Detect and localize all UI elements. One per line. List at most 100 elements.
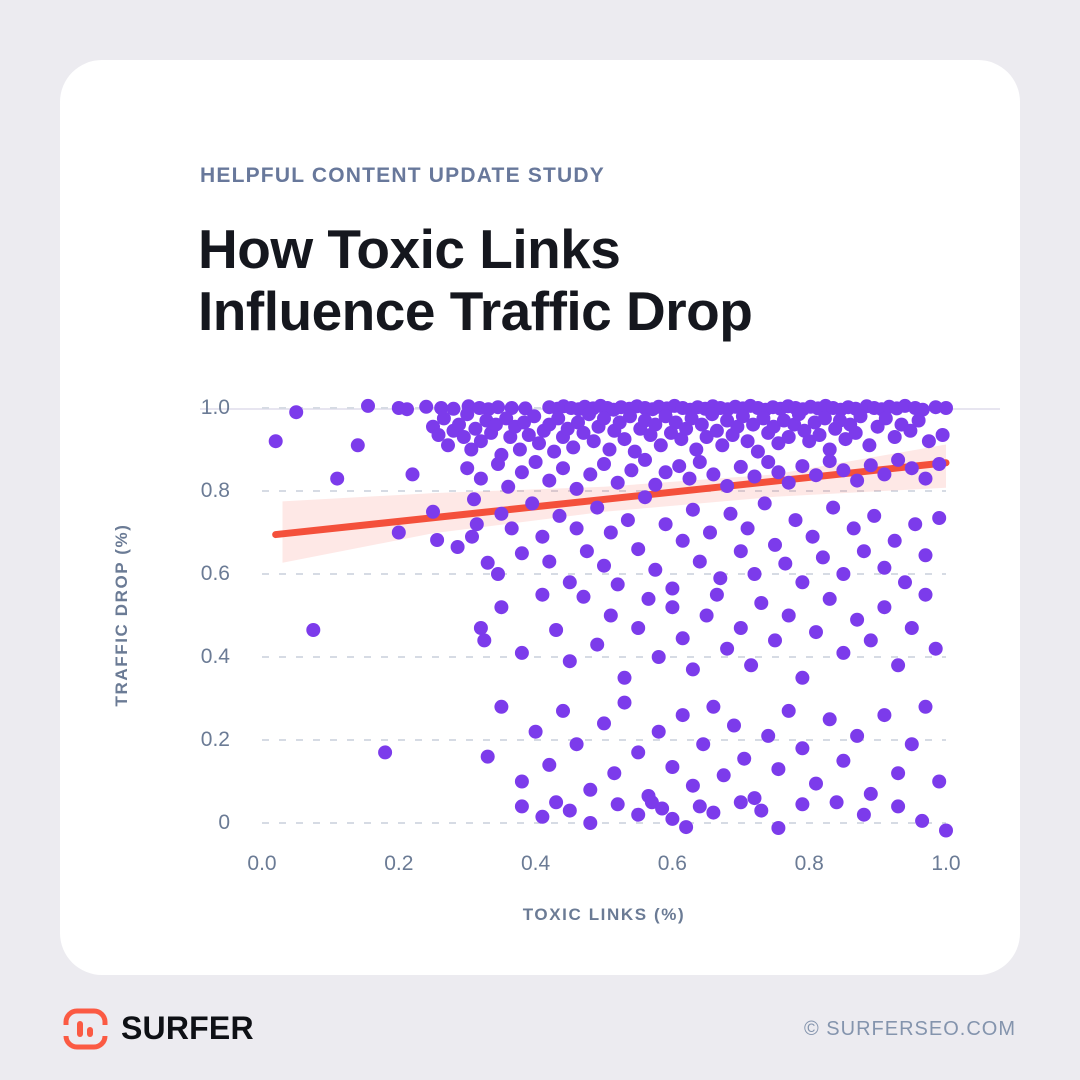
y-axis-title: TRAFFIC DROP (%) (112, 523, 131, 707)
scatter-points (268, 398, 953, 838)
data-point (692, 554, 707, 569)
data-point (464, 442, 479, 457)
data-point (468, 421, 483, 436)
data-point (812, 428, 827, 442)
data-point (576, 425, 591, 440)
data-point (720, 479, 735, 493)
data-point (583, 782, 598, 797)
data-point (501, 479, 516, 494)
data-point (802, 434, 817, 449)
data-point (747, 469, 762, 484)
data-point (740, 434, 755, 449)
data-point (932, 457, 947, 471)
data-point (856, 807, 871, 822)
data-point (460, 461, 475, 476)
data-point (638, 490, 652, 505)
data-point (268, 434, 283, 449)
data-point (441, 438, 455, 453)
data-point (612, 415, 627, 430)
data-point (836, 567, 851, 581)
data-point (494, 699, 509, 714)
data-point (566, 440, 581, 455)
data-point (391, 525, 406, 540)
data-point (583, 816, 598, 830)
data-point (552, 508, 567, 523)
data-point (809, 468, 823, 483)
data-point (932, 774, 947, 789)
data-point (542, 473, 557, 488)
data-point (740, 521, 755, 536)
data-point (525, 496, 540, 511)
data-point (735, 409, 750, 424)
data-point (689, 442, 704, 457)
data-point (675, 708, 690, 723)
data-point (939, 401, 953, 415)
data-point (603, 608, 618, 623)
data-point (694, 417, 709, 432)
data-point (903, 423, 918, 438)
data-point (856, 544, 871, 559)
data-point (504, 521, 519, 536)
x-tick-label: 0.6 (657, 852, 687, 875)
data-point (730, 419, 745, 434)
data-point (597, 558, 611, 573)
data-point (887, 533, 902, 548)
scatter-chart (262, 398, 953, 838)
data-point (400, 402, 414, 417)
data-point (597, 457, 611, 471)
data-point (350, 438, 365, 453)
data-point (597, 716, 611, 731)
data-point (904, 737, 919, 752)
data-point (788, 513, 803, 528)
data-point (431, 428, 446, 442)
data-point (675, 533, 690, 548)
data-point (571, 415, 585, 430)
data-point (737, 751, 752, 766)
data-point (915, 402, 930, 417)
data-point (911, 413, 926, 428)
data-point (528, 724, 543, 739)
data-point (838, 432, 853, 447)
data-point (576, 589, 591, 604)
data-point (795, 670, 810, 685)
data-point (514, 465, 529, 480)
y-tick-label: 0.2 (200, 728, 230, 751)
data-point (477, 633, 492, 648)
data-point (822, 591, 837, 606)
data-point (631, 542, 646, 557)
data-point (918, 699, 933, 714)
data-point (744, 658, 759, 673)
data-point (850, 728, 865, 743)
data-point (908, 517, 923, 532)
data-point (467, 492, 481, 507)
y-tick-label: 0 (218, 811, 230, 834)
copyright-text: © SURFERSEO.COM (804, 1018, 1016, 1040)
data-point (617, 670, 632, 685)
data-point (658, 517, 673, 532)
data-point (795, 797, 810, 812)
data-point (822, 712, 837, 727)
data-point (685, 662, 700, 677)
data-point (727, 718, 741, 733)
data-point (846, 521, 861, 536)
data-point (733, 795, 748, 810)
plot-area (262, 398, 953, 838)
data-point (761, 455, 776, 469)
data-point (747, 567, 762, 581)
data-point (754, 596, 769, 610)
data-point (473, 621, 488, 635)
data-point (696, 737, 711, 752)
data-point (569, 737, 584, 752)
data-point (867, 508, 882, 523)
y-tick-label: 0.8 (200, 479, 230, 502)
data-point (891, 452, 906, 467)
data-point (733, 459, 748, 474)
data-point (514, 645, 529, 660)
data-point (430, 533, 445, 547)
data-point (623, 409, 637, 424)
data-point (863, 633, 878, 648)
data-point (826, 500, 841, 515)
data-point (733, 544, 748, 559)
data-point (817, 411, 832, 426)
data-point (627, 444, 642, 459)
